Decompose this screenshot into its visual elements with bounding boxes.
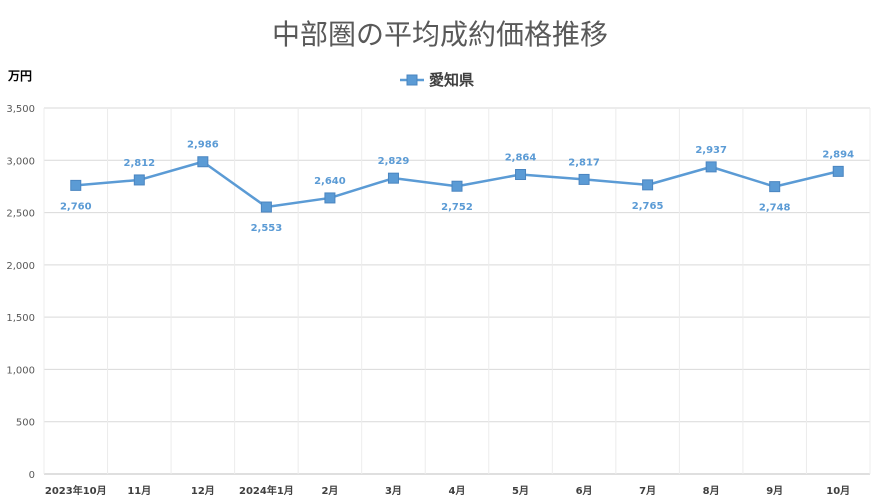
y-tick-label: 500 [16, 418, 35, 429]
x-tick-label: 2024年1月 [239, 484, 294, 497]
data-point [769, 181, 781, 193]
data-label: 2,894 [822, 149, 854, 160]
data-point [133, 174, 145, 186]
data-point [260, 201, 272, 213]
x-tick-label: 9月 [766, 485, 783, 497]
chart-title: 中部圏の平均成約価格推移 [272, 18, 608, 51]
data-label: 2,817 [568, 157, 600, 168]
x-axis-ticks: 2023年10月 11月 12月 2024年1月 2月 3月 4月 5月 6月 7月 8月 9月 10月 [45, 484, 850, 497]
data-point [515, 169, 527, 181]
y-axis-ticks: 0 500 1,000 1,500 2,000 2,500 3,000 3,500 [6, 104, 35, 481]
data-point [451, 180, 463, 192]
data-label: 2,760 [60, 201, 92, 212]
x-tick-label: 10月 [826, 485, 850, 497]
x-tick-label: 8月 [703, 485, 720, 497]
y-tick-label: 2,500 [6, 209, 35, 220]
data-point [197, 156, 209, 168]
x-tick-label: 2月 [321, 485, 338, 497]
data-point [70, 179, 82, 191]
legend-marker-square-icon [406, 74, 418, 86]
data-label: 2,765 [632, 201, 664, 212]
data-point [832, 165, 844, 177]
y-tick-label: 2,000 [6, 261, 35, 272]
x-tick-label: 2023年10月 [45, 484, 107, 497]
data-label: 2,553 [251, 223, 283, 234]
x-tick-label: 7月 [639, 485, 656, 497]
x-tick-label: 12月 [191, 485, 215, 497]
data-label: 2,812 [123, 158, 155, 169]
data-point [642, 179, 654, 191]
data-point [578, 173, 590, 185]
x-tick-label: 3月 [385, 485, 402, 497]
data-label: 2,748 [759, 203, 791, 214]
data-point [324, 192, 336, 204]
series-group: 2,760 2,812 2,986 2,553 2,640 2,829 2,752 2,864… [60, 140, 854, 234]
x-tick-label: 5月 [512, 485, 529, 497]
legend-label: 愛知県 [429, 71, 474, 89]
data-point [705, 161, 717, 173]
y-tick-label: 3,500 [6, 104, 35, 115]
data-point [387, 172, 399, 184]
data-label: 2,640 [314, 176, 346, 187]
data-label: 2,937 [695, 145, 727, 156]
y-tick-label: 1,500 [6, 313, 35, 324]
y-tick-label: 3,000 [6, 156, 35, 167]
data-label: 2,752 [441, 202, 473, 213]
legend: 愛知県 [400, 71, 474, 89]
data-label: 2,986 [187, 140, 219, 151]
y-tick-label: 0 [29, 470, 35, 481]
x-tick-label: 11月 [127, 485, 151, 497]
x-tick-label: 6月 [576, 485, 593, 497]
x-tick-label: 4月 [449, 485, 466, 497]
y-axis-unit: 万円 [7, 69, 32, 83]
data-label: 2,864 [505, 153, 537, 164]
y-tick-label: 1,000 [6, 365, 35, 376]
grid-lines [43, 107, 871, 475]
data-label: 2,829 [378, 156, 410, 167]
